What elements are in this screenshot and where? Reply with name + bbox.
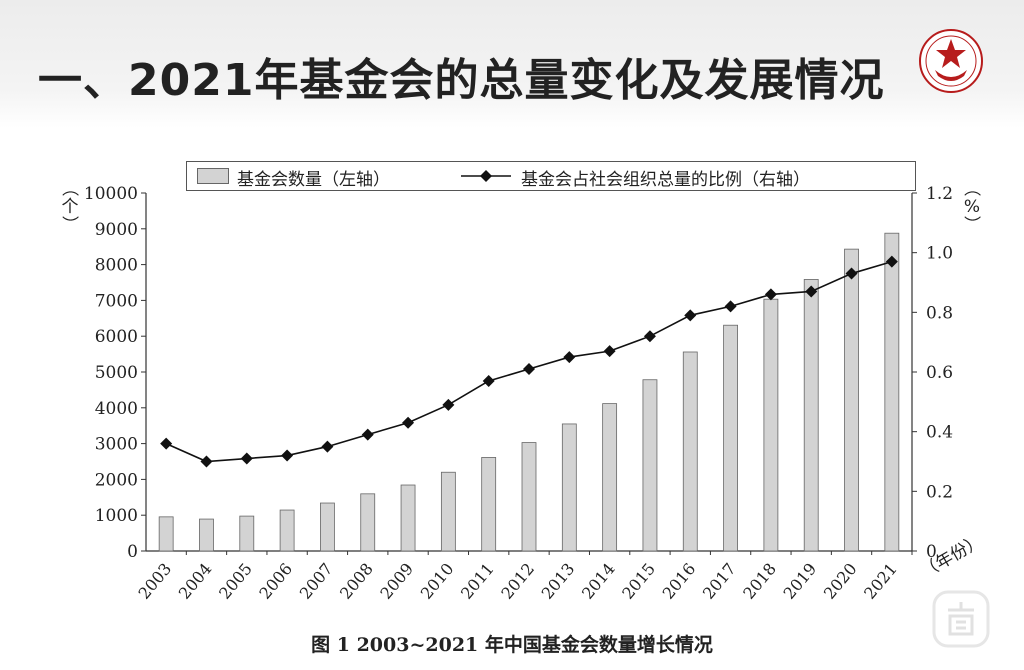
ratio-point-2013 bbox=[563, 351, 576, 364]
ratio-point-2017 bbox=[724, 300, 737, 313]
legend-line-label: 基金会占社会组织总量的比例（右轴） bbox=[521, 170, 810, 190]
ratio-point-2015 bbox=[643, 330, 656, 343]
bar-2019 bbox=[803, 279, 819, 552]
ratio-point-2006 bbox=[281, 449, 294, 462]
x-tick-label-2006: 2006 bbox=[255, 559, 296, 602]
legend-bar-swatch bbox=[197, 168, 229, 184]
x-tick-label-2010: 2010 bbox=[417, 559, 458, 602]
emblem-logo-icon bbox=[919, 29, 983, 93]
left-tick-label: 8000 bbox=[95, 256, 138, 276]
right-tick-label: 0.2 bbox=[926, 482, 953, 502]
svg-text:%: % bbox=[964, 197, 980, 217]
figure-caption: 图 1 2003~2021 年中国基金会数量增长情况 bbox=[311, 634, 713, 656]
legend-line-swatch bbox=[461, 170, 511, 182]
left-tick-label: 1000 bbox=[95, 506, 138, 526]
left-tick-label: 10000 bbox=[84, 184, 138, 204]
legend-bars-label: 基金会数量（左轴） bbox=[237, 170, 390, 190]
ratio-point-2018 bbox=[764, 288, 777, 301]
x-tick-label-2020: 2020 bbox=[820, 559, 861, 602]
bar-2009 bbox=[400, 484, 416, 552]
ratio-point-2012 bbox=[523, 363, 535, 376]
bar-2006 bbox=[279, 509, 295, 552]
left-tick-label: 0 bbox=[127, 542, 138, 562]
bar-2011 bbox=[481, 457, 497, 552]
bar-2004 bbox=[199, 518, 214, 552]
svg-text:（: （ bbox=[59, 180, 79, 197]
ratio-point-2008 bbox=[361, 428, 374, 441]
ratio-point-2004 bbox=[200, 455, 213, 468]
svg-text:）: ） bbox=[961, 216, 981, 233]
bar-2014 bbox=[602, 403, 618, 552]
page-title: 一、2021年基金会的总量变化及发展情况 bbox=[38, 55, 885, 106]
x-tick-label-2009: 2009 bbox=[376, 559, 417, 602]
x-tick-label-2004: 2004 bbox=[175, 559, 216, 602]
bar-2021 bbox=[884, 232, 900, 552]
x-tick-label-2017: 2017 bbox=[699, 559, 740, 602]
left-tick-label: 7000 bbox=[95, 291, 138, 311]
x-tick-label-2007: 2007 bbox=[296, 559, 337, 602]
ratio-line bbox=[165, 260, 893, 463]
x-tick-label-2012: 2012 bbox=[497, 559, 538, 602]
right-tick-label: 0 bbox=[926, 542, 937, 562]
right-tick-label: 0.6 bbox=[926, 363, 953, 383]
watermark-seal-icon bbox=[932, 590, 990, 648]
x-tick-label-2005: 2005 bbox=[215, 559, 256, 602]
right-axis-unit-label: （%） bbox=[961, 180, 981, 233]
x-tick-label-2015: 2015 bbox=[618, 559, 659, 602]
left-tick-label: 3000 bbox=[95, 435, 138, 455]
x-tick-label-2019: 2019 bbox=[780, 559, 821, 602]
ratio-point-2016 bbox=[684, 309, 697, 322]
x-tick-label-2018: 2018 bbox=[739, 559, 780, 602]
left-tick-label: 4000 bbox=[95, 399, 138, 419]
bar-2010 bbox=[440, 471, 456, 552]
x-tick-label-2014: 2014 bbox=[578, 559, 619, 602]
left-tick-label: 2000 bbox=[95, 470, 138, 490]
bar-2003 bbox=[158, 516, 174, 552]
ratio-point-2011 bbox=[482, 374, 495, 387]
ratio-point-2014 bbox=[603, 345, 616, 358]
bar-2012 bbox=[521, 442, 537, 552]
bar-2017 bbox=[723, 324, 738, 552]
bar-2015 bbox=[642, 379, 658, 552]
svg-text:（: （ bbox=[961, 180, 981, 197]
x-tick-label-2016: 2016 bbox=[659, 559, 700, 602]
x-tick-label-2011: 2011 bbox=[457, 559, 498, 602]
ratio-point-2007 bbox=[321, 440, 334, 453]
x-tick-label-2008: 2008 bbox=[336, 559, 377, 602]
x-tick-label-2021: 2021 bbox=[860, 559, 901, 602]
svg-text:）: ） bbox=[59, 216, 79, 233]
right-tick-label: 1.2 bbox=[926, 184, 953, 204]
ratio-point-2020 bbox=[845, 267, 858, 280]
right-tick-label: 1.0 bbox=[926, 244, 953, 264]
ratio-point-2005 bbox=[240, 452, 253, 465]
svg-text:个: 个 bbox=[62, 197, 79, 217]
bar-2013 bbox=[561, 423, 577, 552]
bar-2005 bbox=[239, 515, 255, 552]
bar-2008 bbox=[360, 493, 376, 552]
left-tick-label: 5000 bbox=[95, 363, 138, 383]
ratio-point-2003 bbox=[160, 437, 173, 450]
bar-2007 bbox=[320, 502, 335, 552]
ratio-point-2010 bbox=[442, 398, 455, 411]
x-tick-label-2003: 2003 bbox=[134, 559, 175, 602]
bar-2018 bbox=[763, 298, 779, 552]
ratio-point-2009 bbox=[402, 416, 415, 429]
ratio-point-2021 bbox=[885, 255, 898, 268]
left-tick-label: 9000 bbox=[95, 220, 138, 240]
right-tick-label: 0.4 bbox=[926, 423, 953, 443]
x-tick-label-2013: 2013 bbox=[538, 559, 579, 602]
bar-2020 bbox=[844, 248, 859, 552]
left-axis-unit-label: （个） bbox=[59, 180, 79, 233]
chart-legend: 基金会数量（左轴） 基金会占社会组织总量的比例（右轴） bbox=[186, 161, 916, 191]
ratio-point-2019 bbox=[805, 285, 818, 298]
bar-2016 bbox=[682, 351, 698, 552]
right-tick-label: 0.8 bbox=[926, 303, 953, 323]
left-tick-label: 6000 bbox=[95, 327, 138, 347]
header-band bbox=[0, 0, 1024, 128]
